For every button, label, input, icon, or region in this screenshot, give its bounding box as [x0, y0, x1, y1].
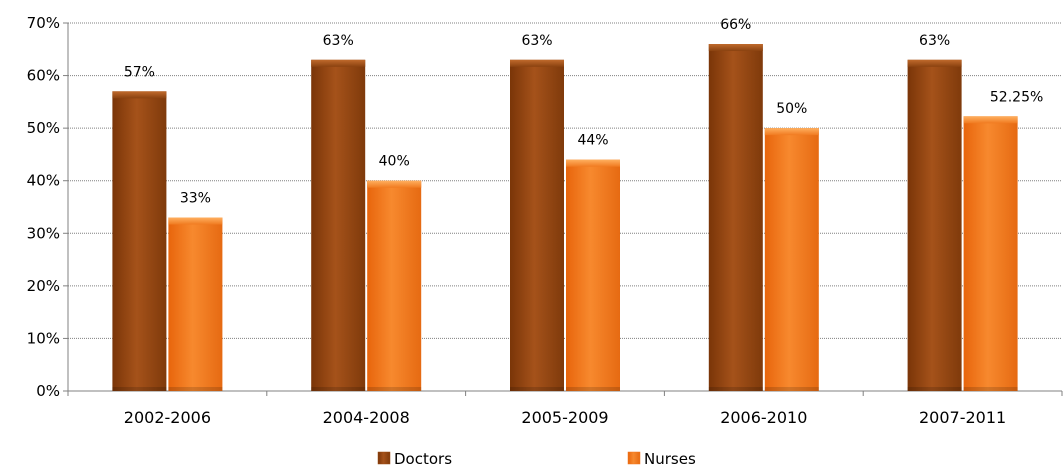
- bar-cap: [708, 44, 763, 52]
- data-label-nurses: 44%: [577, 133, 608, 149]
- bar-cap: [764, 128, 819, 136]
- data-labels: 57% 33% 63% 40% 63% 44% 66% 50% 63% 52.25%: [124, 17, 1043, 206]
- y-tick-label: 30%: [27, 224, 60, 242]
- bar-nurses: [367, 180, 422, 391]
- legend: Doctors Nurses: [377, 450, 696, 468]
- data-label-doctors: 63%: [521, 33, 552, 49]
- bar-base: [510, 387, 564, 391]
- y-tick-label: 60%: [27, 67, 60, 85]
- bar-base: [708, 387, 763, 391]
- bar-body: [168, 217, 223, 391]
- bar-doctors: [510, 59, 564, 392]
- bar-nurses: [566, 159, 620, 391]
- legend-label: Nurses: [644, 450, 696, 468]
- bar-base: [311, 387, 366, 391]
- data-label-doctors: 66%: [720, 17, 751, 33]
- data-label-nurses: 33%: [180, 191, 211, 207]
- bar-doctors: [907, 59, 962, 392]
- bar-body: [963, 116, 1018, 392]
- bar-cap: [367, 180, 422, 188]
- legend-item-doctors: Doctors: [377, 450, 452, 468]
- bar-cap: [112, 91, 167, 99]
- bar-nurses: [168, 217, 223, 391]
- y-tick-label: 40%: [27, 172, 60, 190]
- legend-swatch: [377, 451, 391, 465]
- y-tick-label: 0%: [36, 382, 60, 400]
- bar-base: [566, 387, 620, 391]
- bar-body: [764, 128, 819, 391]
- bars: [112, 44, 1018, 392]
- x-category-label: 2005-2009: [521, 408, 608, 427]
- x-category-label: 2007-2011: [919, 408, 1006, 427]
- bar-cap: [311, 59, 366, 67]
- legend-swatch: [627, 451, 641, 465]
- bar-doctors: [311, 59, 366, 392]
- bar-body: [311, 59, 366, 392]
- bar-base: [168, 387, 223, 391]
- bar-cap: [907, 59, 962, 67]
- y-tick-label: 20%: [27, 277, 60, 295]
- bar-body: [112, 91, 167, 391]
- y-tick-label: 10%: [27, 329, 60, 347]
- bar-body: [708, 44, 763, 392]
- x-category-label: 2006-2010: [720, 408, 807, 427]
- y-tick-label: 50%: [27, 119, 60, 137]
- bar-body: [907, 59, 962, 392]
- bar-body: [367, 180, 422, 391]
- bar-cap: [168, 217, 223, 225]
- bar-cap: [963, 116, 1018, 124]
- y-tick-label: 70%: [27, 14, 60, 32]
- data-label-nurses: 52.25%: [990, 89, 1043, 105]
- data-label-doctors: 57%: [124, 64, 155, 80]
- bar-base: [907, 387, 962, 391]
- data-label-nurses: 40%: [379, 154, 410, 170]
- gridlines: [68, 22, 1062, 339]
- bar-nurses: [963, 116, 1018, 392]
- data-label-doctors: 63%: [919, 33, 950, 49]
- bar-doctors: [112, 91, 167, 391]
- bar-base: [963, 387, 1018, 391]
- bar-body: [510, 59, 564, 392]
- bar-cap: [510, 59, 564, 67]
- data-label-nurses: 50%: [776, 101, 807, 117]
- legend-item-nurses: Nurses: [627, 450, 696, 468]
- bar-base: [112, 387, 167, 391]
- bar-base: [367, 387, 422, 391]
- bar-cap: [566, 159, 620, 167]
- bar-doctors: [708, 44, 763, 392]
- axes: 0% 10% 20% 30% 40% 50% 60% 70% 2002-2006 2004-200…: [27, 14, 1063, 427]
- legend-label: Doctors: [394, 450, 452, 468]
- data-label-doctors: 63%: [323, 33, 354, 49]
- x-category-label: 2002-2006: [124, 408, 211, 427]
- bar-base: [764, 387, 819, 391]
- x-category-label: 2004-2008: [323, 408, 410, 427]
- bar-body: [566, 159, 620, 391]
- bar-nurses: [764, 128, 819, 391]
